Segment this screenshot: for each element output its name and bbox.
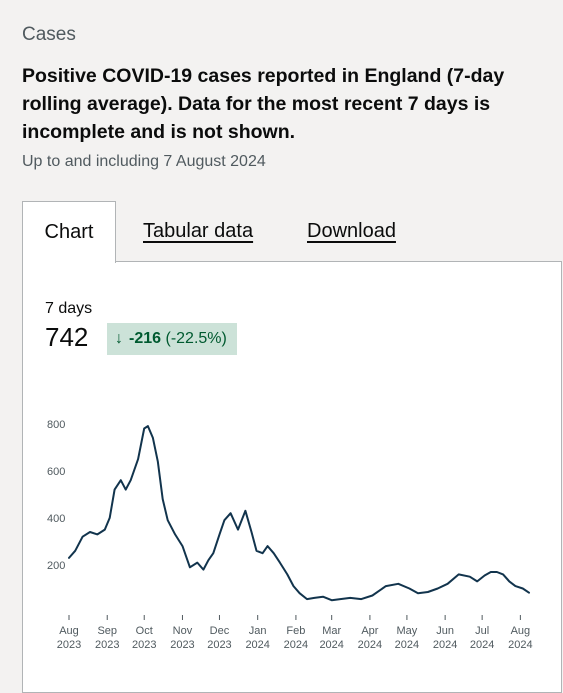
x-tick-year: 2023 — [132, 639, 156, 651]
x-tick-year: 2023 — [57, 639, 81, 651]
x-tick-year: 2023 — [207, 639, 231, 651]
x-tick-month: Aug — [511, 625, 531, 637]
tab-download[interactable]: Download — [307, 220, 396, 242]
y-tick-label: 800 — [47, 419, 65, 431]
metric-label: 7 days — [45, 300, 93, 317]
y-tick-label: 200 — [47, 560, 65, 572]
x-tick-month: Mar — [322, 625, 341, 637]
x-tick-month: Feb — [286, 625, 305, 637]
x-tick-month: Oct — [136, 625, 153, 637]
x-tick-month: Aug — [59, 625, 79, 637]
y-tick-label: 600 — [47, 466, 65, 478]
x-tick-year: 2024 — [319, 639, 343, 651]
x-tick-month: Dec — [210, 625, 230, 637]
series-line — [68, 425, 530, 602]
change-badge: ↓ -216 (-22.5%) — [107, 323, 237, 355]
x-tick-year: 2024 — [470, 639, 494, 651]
metric-value: 742 — [45, 322, 89, 352]
chart-tabs: Chart Tabular data Download — [22, 201, 562, 263]
x-tick-month: Jul — [475, 625, 489, 637]
cases-line-chart: 200 400 600 800 Aug 2023 Sep 2023 Oct 2023 Nov 202… — [47, 419, 533, 651]
x-tick-month: Apr — [361, 625, 378, 637]
x-tick-year: 2024 — [284, 639, 308, 651]
tab-tabular-data[interactable]: Tabular data — [143, 220, 254, 242]
arrow-down-icon: ↓ — [115, 330, 123, 347]
x-tick-month: Nov — [173, 625, 193, 637]
card-title: Positive COVID-19 cases reported in Engl… — [22, 65, 505, 143]
x-tick-month: Sep — [97, 625, 117, 637]
section-label: Cases — [22, 24, 76, 45]
change-percent: (-22.5%) — [165, 330, 227, 347]
change-value: -216 — [129, 330, 162, 347]
x-tick-month: Jan — [249, 625, 267, 637]
x-tick-year: 2023 — [170, 639, 194, 651]
x-tick-year: 2023 — [95, 639, 119, 651]
tab-chart[interactable]: Chart — [22, 201, 116, 263]
x-tick-month: May — [397, 625, 418, 637]
y-tick-label: 400 — [47, 513, 65, 525]
x-tick-year: 2024 — [395, 639, 419, 651]
last-updated-text: Up to and including 7 August 2024 — [22, 153, 266, 170]
x-tick-year: 2024 — [245, 639, 269, 651]
x-tick-year: 2024 — [508, 639, 532, 651]
chart-panel: 7 days 742 ↓ -216 (-22.5%) 200 400 600 800 A… — [22, 261, 562, 693]
x-tick-year: 2024 — [358, 639, 382, 651]
x-tick-year: 2024 — [433, 639, 457, 651]
x-tick-month: Jun — [436, 625, 454, 637]
